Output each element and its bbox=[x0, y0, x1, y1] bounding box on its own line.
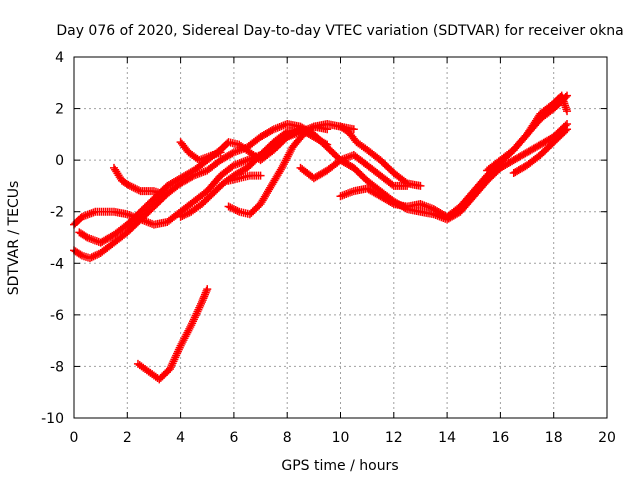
data-point bbox=[197, 297, 206, 306]
data-point bbox=[127, 182, 136, 191]
data-point bbox=[198, 296, 207, 305]
data-point bbox=[186, 323, 195, 332]
data-point bbox=[224, 202, 233, 211]
chart-title: Day 076 of 2020, Sidereal Day-to-day VTE… bbox=[56, 23, 623, 39]
data-point bbox=[323, 125, 332, 134]
data-point bbox=[85, 254, 94, 263]
plot-frame bbox=[73, 56, 608, 419]
data-point bbox=[401, 178, 410, 187]
x-tick-label: 4 bbox=[176, 430, 185, 446]
data-point bbox=[180, 211, 189, 220]
data-point bbox=[203, 285, 212, 294]
data-point bbox=[231, 205, 240, 214]
data-point bbox=[125, 181, 134, 190]
y-axis-title: SDTVAR / TECUs bbox=[6, 181, 22, 296]
y-tick-label: 2 bbox=[55, 102, 64, 118]
series-track-8 bbox=[224, 122, 332, 219]
x-tick-label: 8 bbox=[283, 430, 292, 446]
data-point bbox=[93, 250, 102, 259]
data-point bbox=[349, 125, 358, 134]
y-tick-label: 0 bbox=[55, 153, 64, 169]
x-tick-label: 18 bbox=[545, 430, 563, 446]
x-tick-label: 20 bbox=[598, 430, 616, 446]
data-point bbox=[134, 186, 143, 195]
data-point bbox=[321, 139, 330, 148]
data-point bbox=[388, 180, 397, 189]
data-point bbox=[202, 286, 211, 295]
y-tick-label: 4 bbox=[55, 50, 64, 66]
data-point bbox=[281, 129, 290, 138]
data-point bbox=[157, 189, 166, 198]
data-point bbox=[176, 212, 185, 221]
data-point bbox=[268, 126, 277, 135]
x-tick-label: 12 bbox=[385, 430, 403, 446]
data-point bbox=[200, 290, 209, 299]
x-tick-label: 0 bbox=[70, 430, 79, 446]
series-track-5 bbox=[133, 285, 212, 384]
data-point bbox=[323, 140, 332, 149]
data-point bbox=[563, 107, 572, 116]
x-tick-label: 2 bbox=[123, 430, 132, 446]
data-point bbox=[183, 209, 192, 218]
data-points bbox=[70, 91, 572, 384]
data-point bbox=[201, 288, 210, 297]
y-tick-labels: -10 -8 -6 -4 -2 0 2 4 bbox=[41, 50, 64, 427]
x-tick-label: 6 bbox=[229, 430, 238, 446]
data-point bbox=[199, 294, 208, 303]
data-point bbox=[229, 205, 238, 214]
data-point bbox=[233, 206, 242, 215]
y-tick-label: -6 bbox=[50, 308, 64, 324]
data-point bbox=[87, 253, 96, 262]
x-tick-label: 16 bbox=[491, 430, 509, 446]
data-point bbox=[563, 125, 572, 134]
series-track-3 bbox=[75, 125, 305, 247]
y-tick-label: -2 bbox=[50, 205, 64, 221]
data-point bbox=[178, 212, 187, 221]
y-tick-label: -4 bbox=[50, 256, 64, 272]
data-point bbox=[131, 184, 140, 193]
y-tick-label: -10 bbox=[41, 411, 64, 427]
x-tick-label: 14 bbox=[438, 430, 456, 446]
data-point bbox=[129, 183, 138, 192]
data-point bbox=[200, 292, 209, 301]
data-point bbox=[81, 232, 90, 241]
data-point bbox=[89, 252, 98, 261]
data-point bbox=[216, 148, 225, 157]
data-point bbox=[416, 181, 425, 190]
data-point bbox=[181, 210, 190, 219]
data-point bbox=[228, 149, 237, 158]
series-track-7 bbox=[176, 138, 225, 165]
y-tick-label: -8 bbox=[50, 359, 64, 375]
series-track-4 bbox=[109, 163, 166, 198]
series-track-9 bbox=[224, 171, 265, 185]
data-point bbox=[226, 203, 235, 212]
x-axis-title: GPS time / hours bbox=[281, 458, 398, 474]
data-point bbox=[228, 204, 237, 213]
x-tick-labels: 0 2 4 6 8 10 12 14 16 18 20 bbox=[70, 430, 616, 446]
series-track-13 bbox=[483, 91, 572, 175]
series-track-10 bbox=[296, 150, 412, 190]
data-point bbox=[91, 251, 100, 260]
series-track-11 bbox=[336, 122, 425, 190]
data-point bbox=[388, 199, 397, 208]
data-point bbox=[561, 126, 570, 135]
data-point bbox=[133, 185, 142, 194]
data-point bbox=[256, 171, 265, 180]
x-tick-label: 10 bbox=[332, 430, 350, 446]
series-track-14 bbox=[509, 125, 572, 178]
data-point bbox=[76, 250, 85, 259]
